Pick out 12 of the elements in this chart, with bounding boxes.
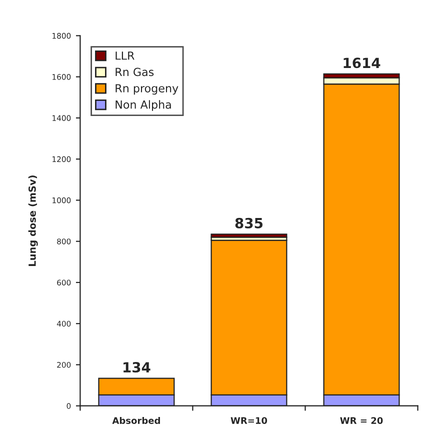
total-label: 835 [235, 218, 263, 228]
x-tick-label: Absorbed [112, 416, 160, 424]
bar [210, 234, 288, 238]
x-tick-label: WR=10 [230, 417, 268, 424]
y-axis-title: Lung dose (mSv) [28, 176, 38, 266]
total-label: 1614 [344, 58, 380, 68]
total-label: 134 [124, 362, 150, 373]
legend-label: LLR [116, 52, 134, 60]
legend-label: Rn progeny [116, 84, 178, 95]
legend-label: Non Alpha [116, 100, 171, 111]
x-tick-label: WR = 20 [340, 417, 383, 424]
legend-label: Rn Gas [116, 68, 154, 76]
